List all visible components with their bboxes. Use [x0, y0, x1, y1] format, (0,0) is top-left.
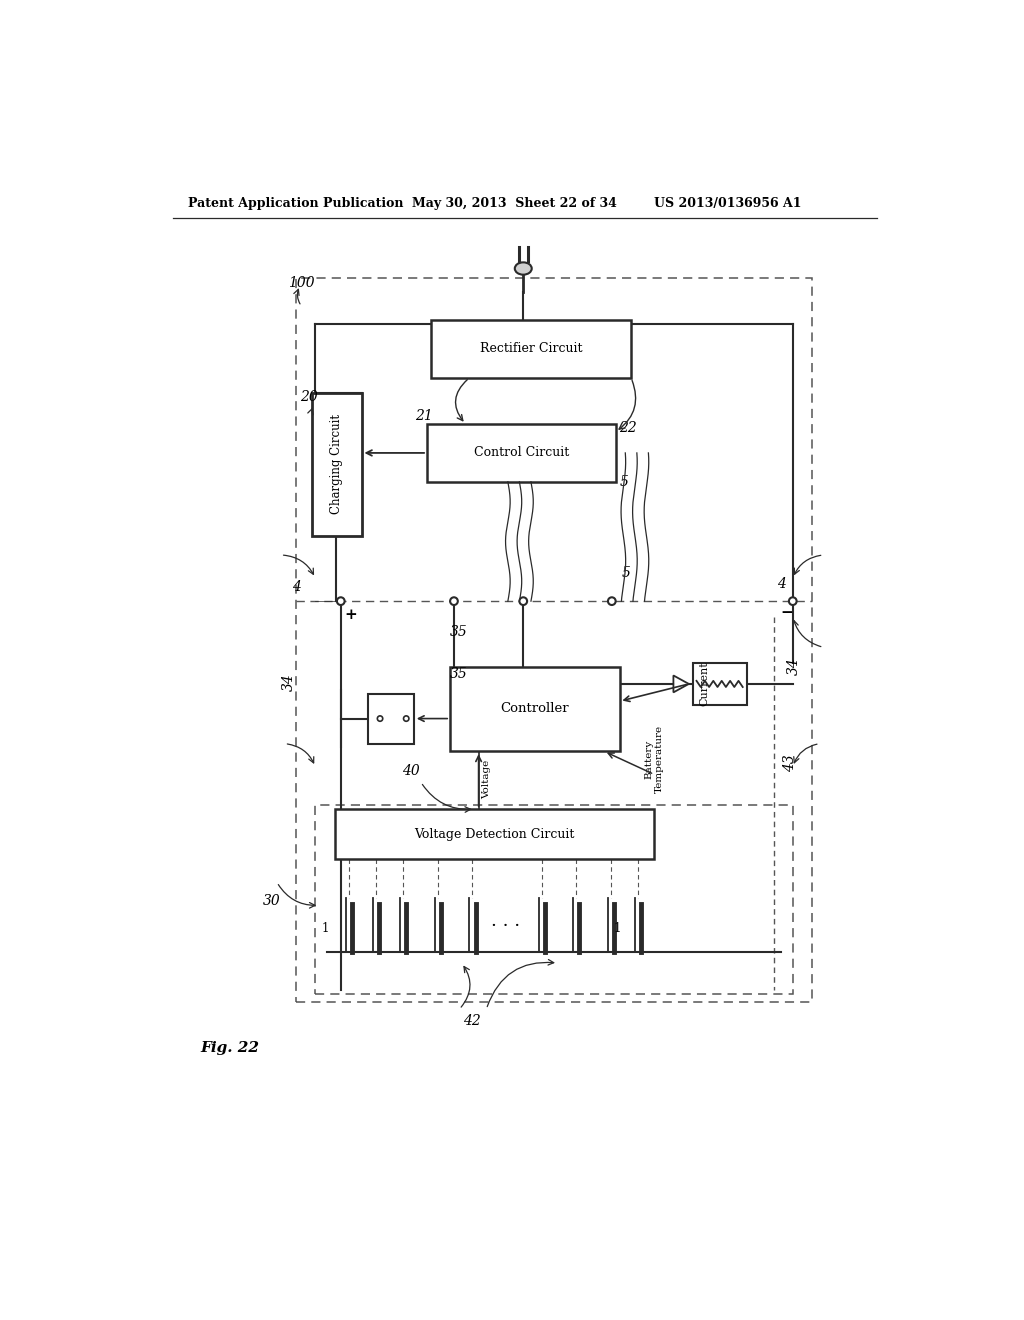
Text: −: −: [780, 606, 794, 619]
Text: Voltage Detection Circuit: Voltage Detection Circuit: [414, 828, 574, 841]
Text: Current: Current: [699, 661, 710, 706]
Text: Control Circuit: Control Circuit: [474, 446, 569, 459]
Bar: [368, 693, 414, 743]
Circle shape: [337, 597, 345, 605]
Text: 5: 5: [620, 475, 629, 488]
Text: 4: 4: [292, 581, 301, 594]
Circle shape: [403, 715, 409, 721]
Text: Patent Application Publication: Patent Application Publication: [188, 197, 403, 210]
Text: 21: 21: [416, 409, 433, 424]
Circle shape: [378, 715, 383, 721]
Text: 5: 5: [622, 566, 631, 579]
Circle shape: [788, 597, 797, 605]
Text: 35: 35: [451, 668, 468, 681]
Circle shape: [451, 597, 458, 605]
Circle shape: [608, 597, 615, 605]
Text: 100: 100: [288, 276, 314, 290]
Text: 43: 43: [782, 754, 797, 772]
Text: Charging Circuit: Charging Circuit: [330, 414, 343, 515]
Bar: [311, 393, 361, 536]
Text: Battery
Temperature: Battery Temperature: [644, 725, 664, 793]
Text: Controller: Controller: [501, 702, 569, 715]
Bar: [427, 424, 615, 482]
Text: US 2013/0136956 A1: US 2013/0136956 A1: [654, 197, 802, 210]
Circle shape: [519, 597, 527, 605]
Text: 1: 1: [322, 921, 329, 935]
Text: . . .: . . .: [490, 912, 520, 929]
Bar: [335, 809, 654, 859]
Text: 1: 1: [614, 921, 622, 935]
Bar: [315, 805, 793, 994]
Text: 20: 20: [300, 391, 317, 404]
Text: 42: 42: [463, 1014, 481, 1028]
Text: Rectifier Circuit: Rectifier Circuit: [479, 342, 583, 355]
Text: 35: 35: [451, 624, 468, 639]
Text: +: +: [345, 609, 357, 622]
Text: 4: 4: [777, 577, 786, 591]
Text: May 30, 2013  Sheet 22 of 34: May 30, 2013 Sheet 22 of 34: [412, 197, 616, 210]
Bar: [296, 277, 812, 1002]
Bar: [692, 663, 746, 705]
Text: 34: 34: [283, 673, 296, 690]
Text: 34: 34: [786, 657, 801, 676]
Text: Voltage: Voltage: [482, 760, 492, 800]
Ellipse shape: [515, 263, 531, 275]
Text: Fig. 22: Fig. 22: [200, 1040, 259, 1055]
Text: 40: 40: [401, 763, 420, 777]
Text: 30: 30: [263, 895, 281, 908]
Text: 22: 22: [620, 421, 637, 434]
Bar: [451, 667, 620, 751]
Bar: [431, 321, 631, 378]
